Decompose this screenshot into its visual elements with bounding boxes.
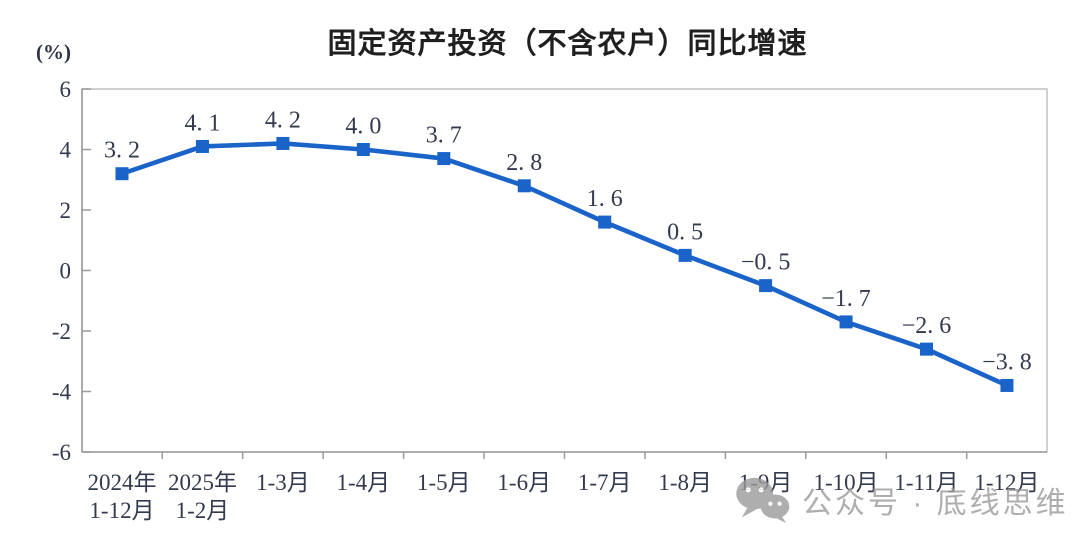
x-axis-label: 1-6月 [497, 470, 551, 495]
data-point-marker [115, 167, 129, 181]
x-axis-label: 1-7月 [578, 470, 632, 495]
data-point-marker [195, 139, 209, 153]
data-point-label: 2. 8 [506, 150, 542, 176]
x-axis-label: 1-4月 [337, 470, 391, 495]
y-tick-label: 6 [60, 77, 72, 102]
x-axis-label: 1-5月 [417, 470, 471, 495]
data-line [119, 141, 1010, 388]
y-tick-label: -2 [52, 319, 71, 344]
data-point-marker [517, 179, 531, 193]
y-tick-label: -6 [52, 440, 71, 465]
data-point-label: −2. 6 [902, 313, 952, 339]
x-axis-label: 1-11月 [894, 470, 958, 495]
data-point-label: 3. 7 [426, 123, 462, 149]
x-axis-label: 2025年 [168, 470, 237, 495]
x-axis-label: 1-2月 [176, 498, 230, 523]
data-point-marker [678, 248, 692, 262]
data-point-marker [759, 279, 773, 293]
data-point-label: −3. 8 [982, 349, 1032, 375]
data-point-marker [839, 315, 853, 329]
data-point-label: −1. 7 [821, 286, 871, 312]
y-tick-label: -4 [52, 380, 72, 405]
y-tick-label: 4 [60, 138, 72, 163]
data-point-label: −0. 5 [741, 250, 791, 276]
y-tick-label: 0 [60, 259, 72, 284]
data-point-marker [356, 143, 370, 156]
data-point-label: 1. 6 [587, 186, 623, 212]
data-point-label: 4. 0 [345, 114, 381, 140]
x-axis-label: 1-12月 [89, 498, 154, 523]
data-point-label: 4. 2 [265, 107, 301, 133]
data-point-marker [920, 342, 933, 356]
y-tick-label: 2 [60, 198, 72, 223]
x-axis-label: 1-9月 [739, 470, 793, 495]
data-point-label: 4. 1 [184, 110, 220, 136]
data-point-marker [437, 152, 451, 166]
data-point-marker [1000, 378, 1014, 392]
x-axis-label: 1-12月 [974, 470, 1039, 495]
chart-title: 固定资产投资（不含农户）同比增速 [327, 28, 808, 60]
x-axis-label: 2024年 [88, 470, 157, 495]
y-axis-unit-label: (%) [36, 40, 71, 64]
x-axis-label: 1-3月 [256, 470, 310, 495]
data-point-label: 3. 2 [104, 138, 140, 164]
data-point-label: 0. 5 [667, 219, 703, 245]
data-point-marker [276, 136, 290, 150]
data-point-marker [598, 215, 612, 229]
x-axis-label: 1-10月 [813, 470, 878, 495]
x-axis-label: 1-8月 [658, 470, 712, 495]
